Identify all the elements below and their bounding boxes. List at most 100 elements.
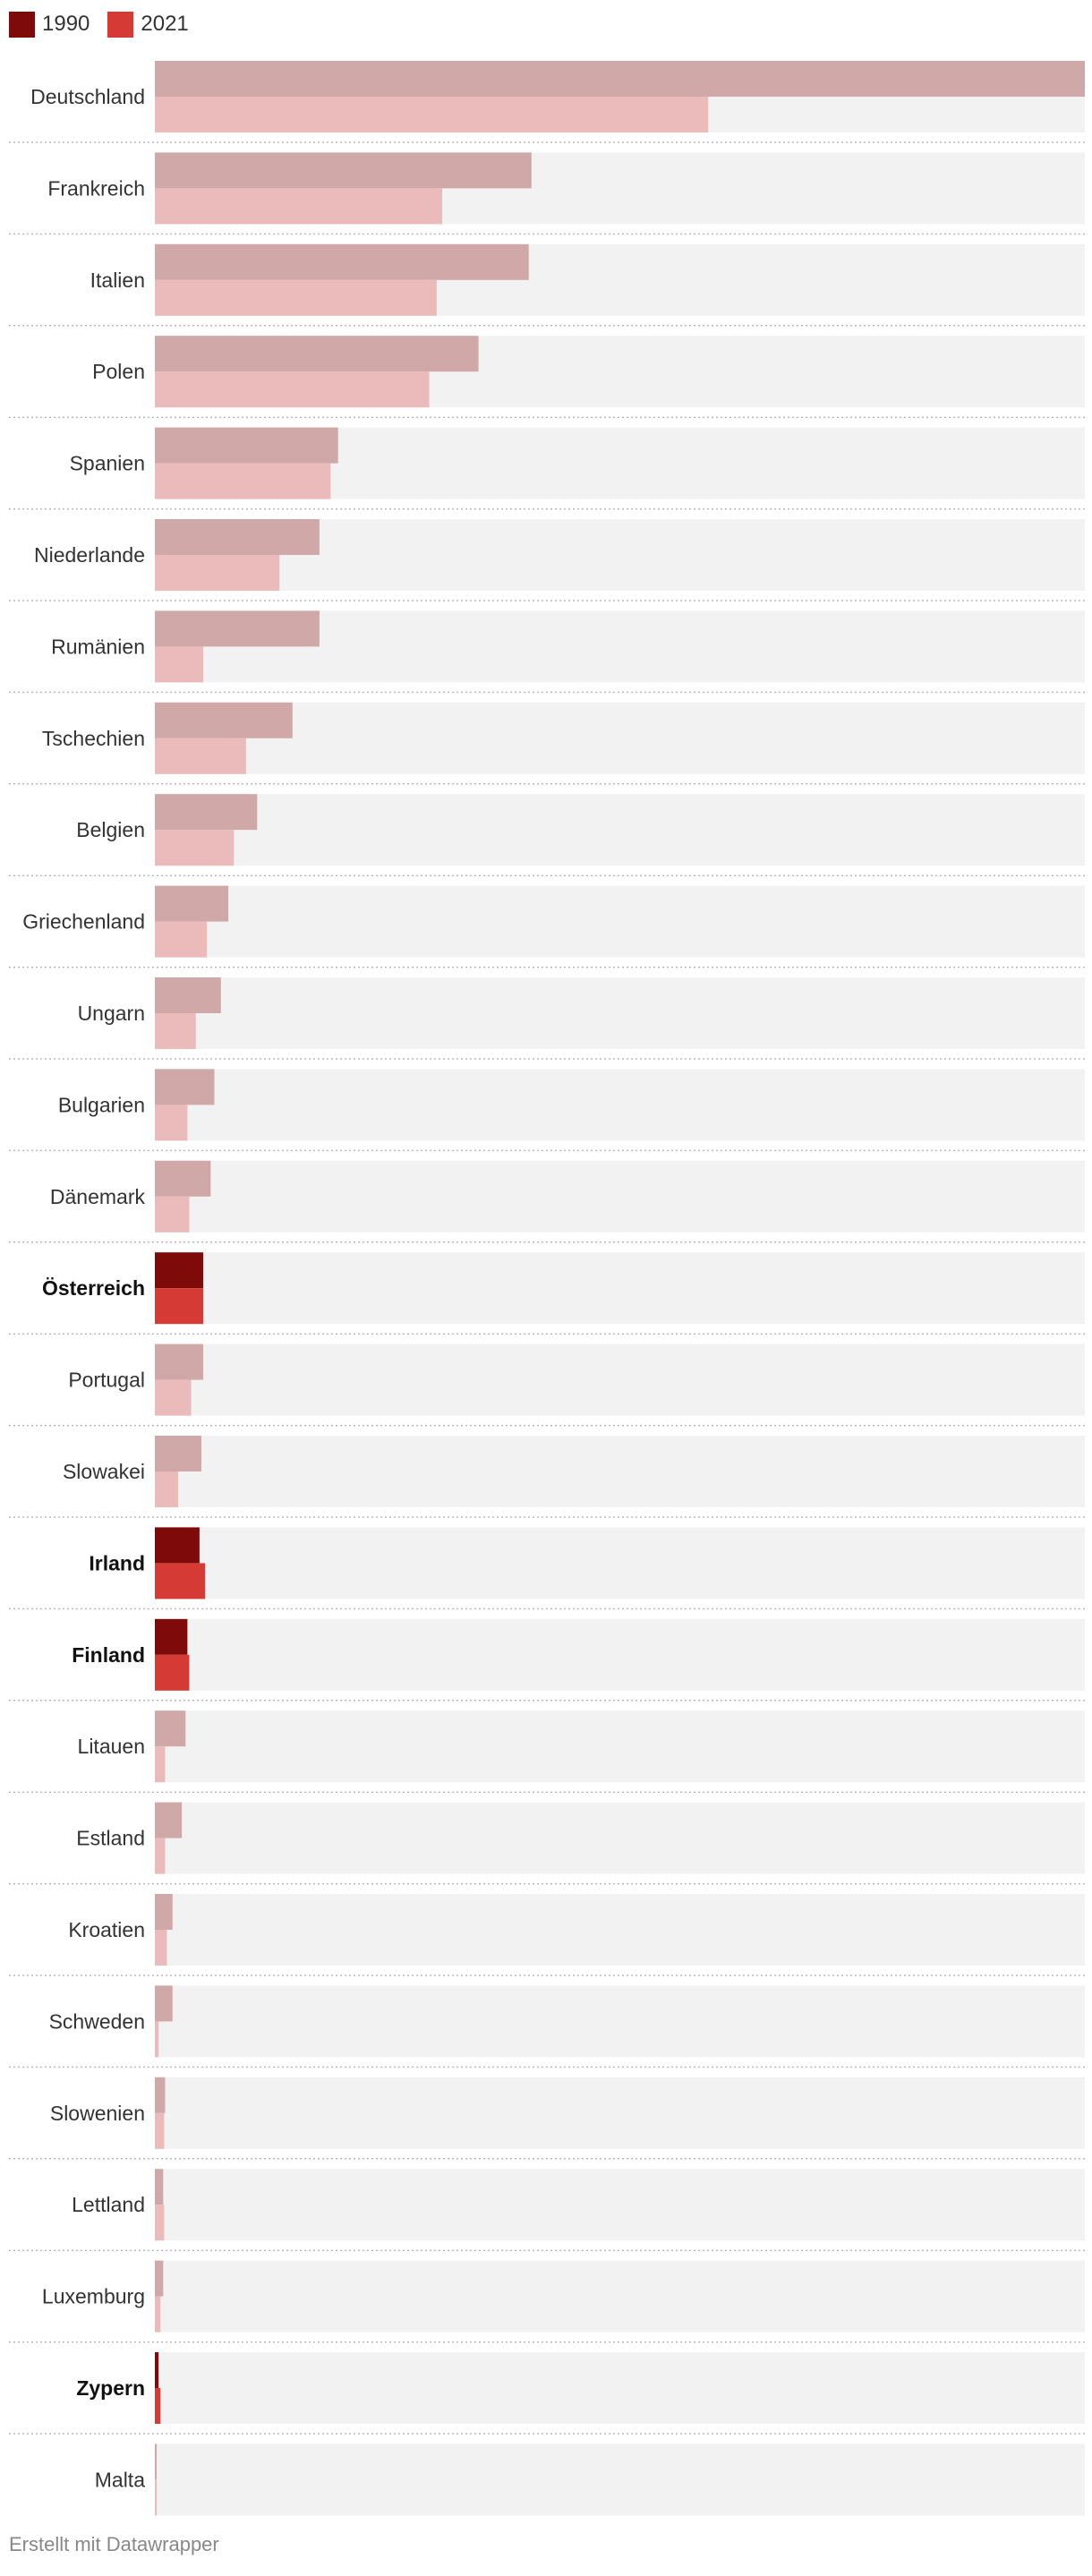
category-label-lettland: Lettland — [72, 2193, 145, 2216]
bar-track-zypern — [155, 2352, 1085, 2424]
category-label-zypern: Zypern — [76, 2376, 145, 2400]
category-label-österreich: Österreich — [42, 1276, 145, 1300]
category-label-irland: Irland — [89, 1551, 145, 1574]
bar-1990-bulgarien — [155, 1069, 215, 1105]
bar-2021-litauen — [155, 1746, 166, 1783]
legend-item-2021: 2021 — [107, 11, 189, 38]
category-label-polen: Polen — [92, 360, 145, 383]
bar-1990-schweden — [155, 1985, 173, 2022]
bar-1990-polen — [155, 336, 479, 372]
category-label-slowakei: Slowakei — [63, 1460, 145, 1483]
bar-2021-ungarn — [155, 1013, 196, 1049]
bar-2021-spanien — [155, 463, 331, 499]
bar-2021-griechenland — [155, 921, 208, 958]
bar-track-slowakei — [155, 1436, 1085, 1507]
category-label-italien: Italien — [90, 269, 145, 292]
legend-swatch-1990 — [9, 11, 35, 38]
category-label-portugal: Portugal — [68, 1369, 145, 1392]
bar-track-bulgarien — [155, 1069, 1085, 1141]
bar-1990-griechenland — [155, 885, 229, 922]
bar-2021-polen — [155, 371, 430, 408]
bar-track-estland — [155, 1802, 1085, 1874]
category-label-estland: Estland — [76, 1827, 145, 1850]
bar-track-lettland — [155, 2169, 1085, 2241]
bar-2021-österreich — [155, 1288, 204, 1325]
bar-1990-kroatien — [155, 1894, 173, 1930]
category-label-griechenland: Griechenland — [22, 910, 145, 934]
bar-2021-finland — [155, 1654, 190, 1691]
bar-1990-dänemark — [155, 1160, 211, 1197]
bar-1990-slowakei — [155, 1436, 201, 1471]
bar-2021-italien — [155, 279, 437, 316]
bar-track-irland — [155, 1527, 1085, 1599]
bar-1990-luxemburg — [155, 2260, 164, 2297]
bar-2021-lettland — [155, 2205, 165, 2241]
bar-1990-rumänien — [155, 610, 320, 647]
bar-track-belgien — [155, 794, 1085, 866]
bar-2021-tschechien — [155, 738, 246, 774]
bar-track-dänemark — [155, 1160, 1085, 1233]
bar-1990-zypern — [155, 2352, 159, 2388]
bar-2021-schweden — [155, 2021, 159, 2058]
bar-1990-litauen — [155, 1710, 186, 1747]
bar-1990-deutschland — [155, 61, 1085, 97]
bar-1990-italien — [155, 243, 529, 280]
category-label-litauen: Litauen — [78, 1735, 145, 1758]
bar-1990-tschechien — [155, 702, 293, 738]
bar-1990-niederlande — [155, 519, 320, 555]
category-label-luxemburg: Luxemburg — [42, 2285, 145, 2308]
bar-track-schweden — [155, 1985, 1085, 2058]
category-label-rumänien: Rumänien — [51, 635, 145, 658]
bar-1990-portugal — [155, 1343, 204, 1380]
bar-2021-kroatien — [155, 1930, 167, 1966]
bar-2021-dänemark — [155, 1196, 190, 1233]
bar-2021-belgien — [155, 830, 235, 866]
category-label-niederlande: Niederlande — [34, 543, 145, 567]
bar-track-slowenien — [155, 2077, 1085, 2149]
bar-2021-bulgarien — [155, 1105, 188, 1141]
bar-1990-belgien — [155, 794, 258, 831]
bar-1990-irland — [155, 1527, 200, 1564]
bar-2021-slowakei — [155, 1471, 178, 1507]
bar-2021-irland — [155, 1563, 206, 1599]
bar-2021-deutschland — [155, 97, 709, 132]
bar-track-österreich — [155, 1252, 1085, 1325]
bar-2021-malta — [155, 2479, 158, 2516]
bar-2021-rumänien — [155, 646, 204, 683]
bar-1990-spanien — [155, 427, 338, 464]
category-label-finland: Finland — [72, 1643, 145, 1667]
bar-1990-lettland — [155, 2169, 164, 2205]
bar-track-portugal — [155, 1343, 1085, 1416]
legend-label-2021: 2021 — [141, 12, 189, 36]
category-label-schweden: Schweden — [49, 2009, 145, 2033]
category-label-frankreich: Frankreich — [47, 176, 145, 200]
bar-track-ungarn — [155, 977, 1085, 1049]
bar-1990-malta — [155, 2444, 158, 2480]
bar-1990-österreich — [155, 1252, 204, 1289]
category-label-kroatien: Kroatien — [68, 1918, 145, 1941]
bar-track-finland — [155, 1618, 1085, 1691]
bar-2021-luxemburg — [155, 2296, 161, 2333]
bar-2021-niederlande — [155, 555, 280, 591]
bar-track-malta — [155, 2444, 1085, 2516]
category-label-tschechien: Tschechien — [42, 727, 145, 750]
bar-1990-frankreich — [155, 152, 532, 189]
category-label-spanien: Spanien — [70, 452, 145, 475]
category-label-belgien: Belgien — [76, 818, 145, 841]
bar-track-litauen — [155, 1710, 1085, 1783]
legend: 1990 2021 — [9, 9, 207, 39]
bar-1990-ungarn — [155, 977, 221, 1013]
footer-credit: Erstellt mit Datawrapper — [9, 2533, 219, 2555]
bar-track-luxemburg — [155, 2260, 1085, 2333]
category-label-slowenien: Slowenien — [50, 2102, 145, 2125]
category-label-bulgarien: Bulgarien — [58, 1093, 145, 1116]
bar-1990-estland — [155, 1802, 183, 1838]
category-label-dänemark: Dänemark — [50, 1185, 146, 1208]
bar-2021-slowenien — [155, 2112, 165, 2149]
bar-2021-zypern — [155, 2388, 161, 2424]
bar-2021-portugal — [155, 1379, 192, 1416]
bar-1990-finland — [155, 1618, 188, 1655]
bar-track-griechenland — [155, 885, 1085, 958]
bar-2021-frankreich — [155, 188, 443, 225]
